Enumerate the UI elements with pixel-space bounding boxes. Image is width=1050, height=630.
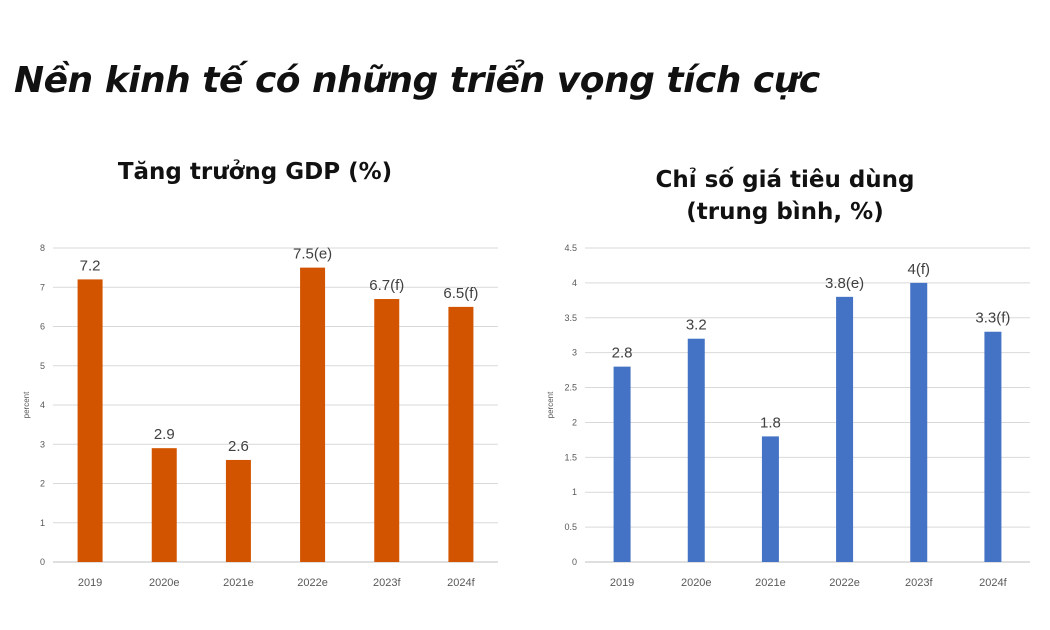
gdp-x-tick-label: 2021e [223, 577, 254, 589]
cpi-data-label: 3.3(f) [975, 310, 1010, 327]
cpi-bar [761, 436, 779, 562]
gdp-data-label: 7.5(e) [293, 246, 332, 263]
cpi-bar [984, 331, 1002, 562]
gdp-chart-title: Tăng trưởng GDP (%) [117, 159, 393, 185]
cpi-title-line-1: Chỉ số giá tiêu dùng [655, 167, 915, 193]
gdp-x-tick-label: 2022e [297, 577, 328, 589]
cpi-y-axis-label: percent [546, 391, 555, 418]
gdp-y-tick-label: 7 [40, 282, 45, 292]
cpi-x-tick-label: 2024f [979, 577, 1007, 589]
cpi-x-tick-label: 2019 [610, 577, 634, 589]
cpi-y-tick-label: 1.5 [564, 452, 577, 462]
cpi-data-label: 4(f) [908, 261, 931, 278]
page-title: Nền kinh tế có những triển vọng tích cực [14, 60, 820, 101]
cpi-data-label: 3.8(e) [825, 275, 864, 292]
cpi-x-tick-label: 2021e [755, 577, 786, 589]
gdp-y-tick-label: 1 [40, 518, 45, 528]
gdp-y-tick-label: 2 [40, 479, 45, 489]
cpi-y-tick-label: 0.5 [564, 522, 577, 532]
gdp-y-tick-label: 4 [40, 400, 45, 410]
gdp-y-axis-label: percent [22, 391, 31, 418]
gdp-bar [374, 299, 400, 562]
gdp-data-label: 6.5(f) [443, 285, 478, 302]
cpi-y-tick-label: 2 [572, 417, 577, 427]
cpi-chart-title: Chỉ số giá tiêu dùng (trung bình, %) [600, 164, 970, 228]
gdp-y-tick-label: 3 [40, 439, 45, 449]
cpi-bar [687, 338, 705, 562]
gdp-y-tick-label: 8 [40, 243, 45, 253]
gdp-data-label: 6.7(f) [369, 277, 404, 294]
cpi-title-line-2: (trung bình, %) [686, 199, 884, 225]
cpi-bar [836, 296, 854, 562]
gdp-x-tick-label: 2020e [149, 577, 180, 589]
gdp-bar [448, 306, 474, 562]
gdp-bar [300, 267, 326, 562]
gdp-data-label: 7.2 [80, 257, 101, 274]
cpi-y-tick-label: 3 [572, 348, 577, 358]
cpi-x-tick-label: 2020e [681, 577, 712, 589]
gdp-x-tick-label: 2024f [447, 577, 475, 589]
cpi-data-label: 1.8 [760, 414, 781, 431]
cpi-x-tick-label: 2023f [905, 577, 933, 589]
cpi-bar [613, 366, 631, 562]
cpi-y-tick-label: 2.5 [564, 383, 577, 393]
gdp-x-tick-label: 2019 [78, 577, 102, 589]
gdp-data-label: 2.9 [154, 426, 175, 443]
gdp-bar [151, 448, 177, 562]
cpi-y-tick-label: 4.5 [564, 243, 577, 253]
cpi-y-tick-label: 3.5 [564, 313, 577, 323]
cpi-x-tick-label: 2022e [829, 577, 860, 589]
gdp-y-tick-label: 5 [40, 361, 45, 371]
cpi-data-label: 2.8 [612, 345, 633, 362]
cpi-data-label: 3.2 [686, 317, 707, 334]
cpi-y-tick-label: 4 [572, 278, 577, 288]
gdp-bar [77, 279, 103, 562]
gdp-y-tick-label: 6 [40, 322, 45, 332]
cpi-bar [910, 282, 928, 562]
gdp-data-label: 2.6 [228, 438, 249, 455]
cpi-y-tick-label: 1 [572, 487, 577, 497]
gdp-bar [225, 459, 251, 562]
gdp-x-tick-label: 2023f [373, 577, 401, 589]
gdp-y-tick-label: 0 [40, 557, 45, 567]
cpi-y-tick-label: 0 [572, 557, 577, 567]
